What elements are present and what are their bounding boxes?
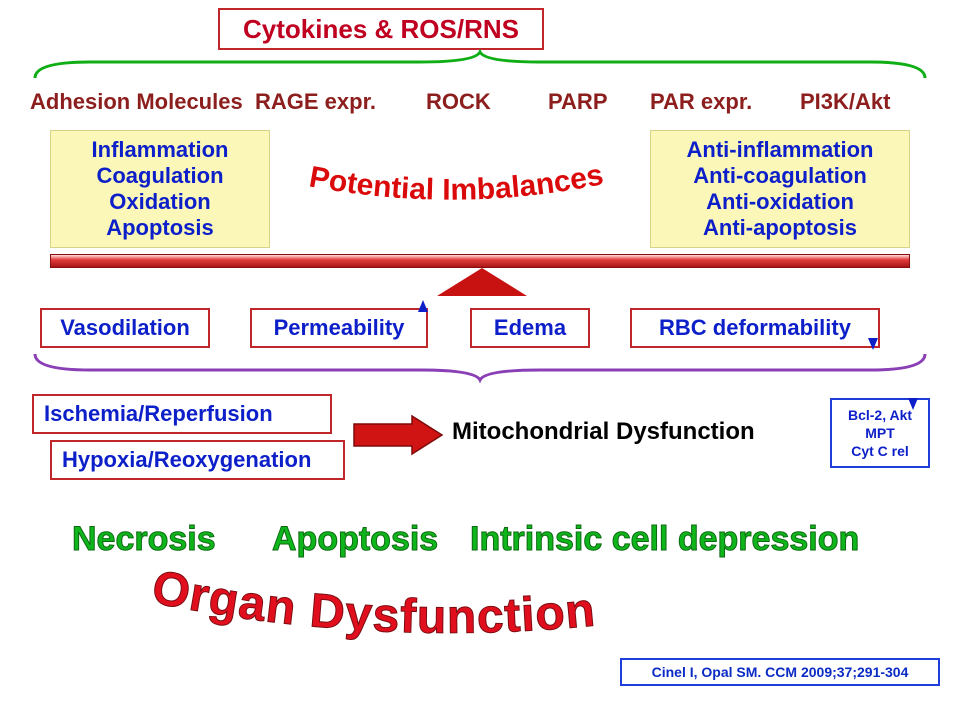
brace-mid [30, 350, 930, 384]
box-rbc: RBC deformability [630, 308, 880, 348]
box-ischemia: Ischemia/Reperfusion [32, 394, 332, 434]
block-arrow-icon [352, 414, 444, 456]
left-line-4: Apoptosis [63, 215, 257, 241]
svg-text:Potential Imbalances: Potential Imbalances [307, 166, 606, 207]
left-line-3: Oxidation [63, 189, 257, 215]
balance-fulcrum [437, 268, 527, 296]
box-edema: Edema [470, 308, 590, 348]
side-arrow-down-icon [908, 398, 918, 410]
title-box: Cytokines & ROS/RNS [218, 8, 544, 50]
hypoxia-text: Hypoxia/Reoxygenation [62, 447, 311, 473]
box-vasodilation: Vasodilation [40, 308, 210, 348]
row2-adhesion: Adhesion Molecules [30, 89, 243, 115]
edema-text: Edema [494, 315, 566, 341]
title-text: Cytokines & ROS/RNS [243, 14, 519, 45]
right-line-3: Anti-oxidation [663, 189, 897, 215]
permeability-text: Permeability [274, 315, 405, 341]
left-line-2: Coagulation [63, 163, 257, 189]
arrow-up-icon [418, 300, 428, 312]
side-line-3: Cyt C rel [851, 442, 909, 460]
row2-parexpr: PAR expr. [650, 89, 752, 115]
side-line-1: Bcl-2, Akt [848, 406, 912, 424]
ischemia-text: Ischemia/Reperfusion [44, 401, 273, 427]
citation-box: Cinel I, Opal SM. CCM 2009;37;291-304 [620, 658, 940, 686]
balance-bar [50, 254, 910, 268]
svg-text:Organ Dysfunction: Organ Dysfunction [148, 561, 598, 644]
mitochondrial-text: Mitochondrial Dysfunction [452, 418, 755, 446]
right-panel: Anti-inflammation Anti-coagulation Anti-… [650, 130, 910, 248]
left-line-1: Inflammation [63, 137, 257, 163]
row2-rock: ROCK [426, 89, 491, 115]
row2-rage: RAGE expr. [255, 89, 376, 115]
arrow-down-icon [868, 338, 878, 350]
right-line-1: Anti-inflammation [663, 137, 897, 163]
row2-parp: PARP [548, 89, 608, 115]
right-line-2: Anti-coagulation [663, 163, 897, 189]
side-line-2: MPT [865, 424, 895, 442]
potential-imbalances: Potential Imbalances [300, 166, 630, 216]
right-line-4: Anti-apoptosis [663, 215, 897, 241]
organ-dysfunction: Organ Dysfunction [120, 560, 840, 660]
outcome-apoptosis: Apoptosis [272, 520, 438, 559]
row2-pi3k: PI3K/Akt [800, 89, 890, 115]
rbc-text: RBC deformability [659, 315, 851, 341]
vasodilation-text: Vasodilation [60, 315, 190, 341]
box-hypoxia: Hypoxia/Reoxygenation [50, 440, 345, 480]
brace-top [30, 48, 930, 82]
outcome-necrosis: Necrosis [72, 520, 216, 559]
box-permeability: Permeability [250, 308, 428, 348]
outcome-intrinsic: Intrinsic cell depression [470, 520, 859, 559]
left-panel: Inflammation Coagulation Oxidation Apopt… [50, 130, 270, 248]
citation-text: Cinel I, Opal SM. CCM 2009;37;291-304 [652, 664, 909, 680]
